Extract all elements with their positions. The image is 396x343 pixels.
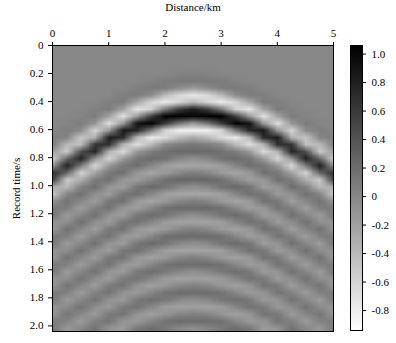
svg-text:2: 2: [162, 27, 168, 39]
svg-text:-0.2: -0.2: [372, 219, 389, 231]
svg-text:0: 0: [372, 190, 378, 202]
svg-text:0.2: 0.2: [372, 162, 386, 174]
svg-text:1.6: 1.6: [30, 263, 44, 275]
svg-text:0.6: 0.6: [30, 123, 44, 135]
svg-text:Record time/s: Record time/s: [10, 158, 22, 219]
svg-text:0: 0: [38, 39, 44, 51]
svg-text:2.0: 2.0: [30, 319, 44, 331]
svg-text:1.2: 1.2: [30, 207, 44, 219]
svg-text:4: 4: [275, 27, 281, 39]
svg-text:0.6: 0.6: [372, 105, 386, 117]
svg-text:1.0: 1.0: [372, 48, 386, 60]
svg-text:0.8: 0.8: [372, 76, 386, 88]
svg-text:1.0: 1.0: [30, 179, 44, 191]
svg-text:3: 3: [218, 27, 224, 39]
svg-text:1: 1: [106, 27, 112, 39]
svg-text:0.4: 0.4: [372, 133, 386, 145]
svg-text:0: 0: [50, 27, 56, 39]
svg-text:1.4: 1.4: [30, 235, 44, 247]
svg-text:-0.8: -0.8: [372, 304, 390, 316]
svg-text:0.2: 0.2: [30, 67, 44, 79]
svg-text:0.4: 0.4: [30, 95, 44, 107]
svg-text:-0.6: -0.6: [372, 276, 390, 288]
svg-text:0.8: 0.8: [30, 151, 44, 163]
svg-text:1.8: 1.8: [30, 291, 44, 303]
svg-text:Distance/km: Distance/km: [165, 1, 221, 13]
svg-text:5: 5: [331, 27, 337, 39]
svg-text:-0.4: -0.4: [372, 247, 390, 259]
